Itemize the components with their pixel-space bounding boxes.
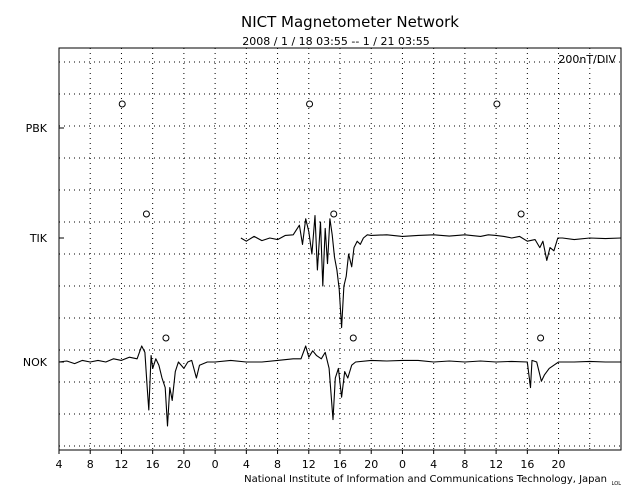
x-tick-label: 0 (399, 458, 406, 471)
x-tick-label: 20 (552, 458, 566, 471)
x-tick-label: 16 (520, 458, 534, 471)
scale-label: 200nT/DIV (558, 53, 616, 66)
local-noon-marker (162, 334, 170, 342)
grid-lines (59, 48, 621, 450)
series-label-pbk: PBK (26, 122, 48, 135)
x-tick-label: 12 (489, 458, 503, 471)
local-noon-marker (118, 100, 126, 108)
x-tick-label: 20 (177, 458, 191, 471)
local-noon-marker (306, 100, 314, 108)
local-noon-marker (330, 210, 338, 218)
series-label-nok: NOK (23, 356, 48, 369)
local-noon-marker (493, 100, 501, 108)
x-tick-label: 16 (146, 458, 160, 471)
local-noon-marker (537, 334, 545, 342)
chart-title: NICT Magnetometer Network (241, 13, 459, 31)
series-label-tik: TIK (29, 232, 48, 245)
local-noon-marker (142, 210, 150, 218)
series-line-nok (58, 345, 621, 427)
x-tick-label: 4 (56, 458, 63, 471)
x-tick-label: 4 (430, 458, 437, 471)
x-axis-ticks: 4 8 12 16 20 0 4 8 12 16 20 0 4 8 12 16 20 (56, 450, 566, 471)
x-tick-label: 12 (114, 458, 128, 471)
x-tick-label: 8 (87, 458, 94, 471)
local-noon-marker (349, 334, 357, 342)
x-tick-label: 16 (333, 458, 347, 471)
local-noon-marker (517, 210, 525, 218)
chart-subtitle: 2008 / 1 / 18 03:55 -- 1 / 21 03:55 (242, 35, 429, 48)
x-tick-label: 8 (461, 458, 468, 471)
x-tick-label: 8 (274, 458, 281, 471)
corner-mark: LOL (612, 481, 622, 487)
x-tick-label: 20 (364, 458, 378, 471)
series-line-tik (240, 215, 622, 329)
x-tick-label: 0 (212, 458, 219, 471)
x-tick-label: 4 (243, 458, 250, 471)
series-group: PBK TIK NOK (23, 100, 622, 427)
x-tick-label: 12 (302, 458, 316, 471)
credit-text: National Institute of Information and Co… (244, 474, 607, 485)
